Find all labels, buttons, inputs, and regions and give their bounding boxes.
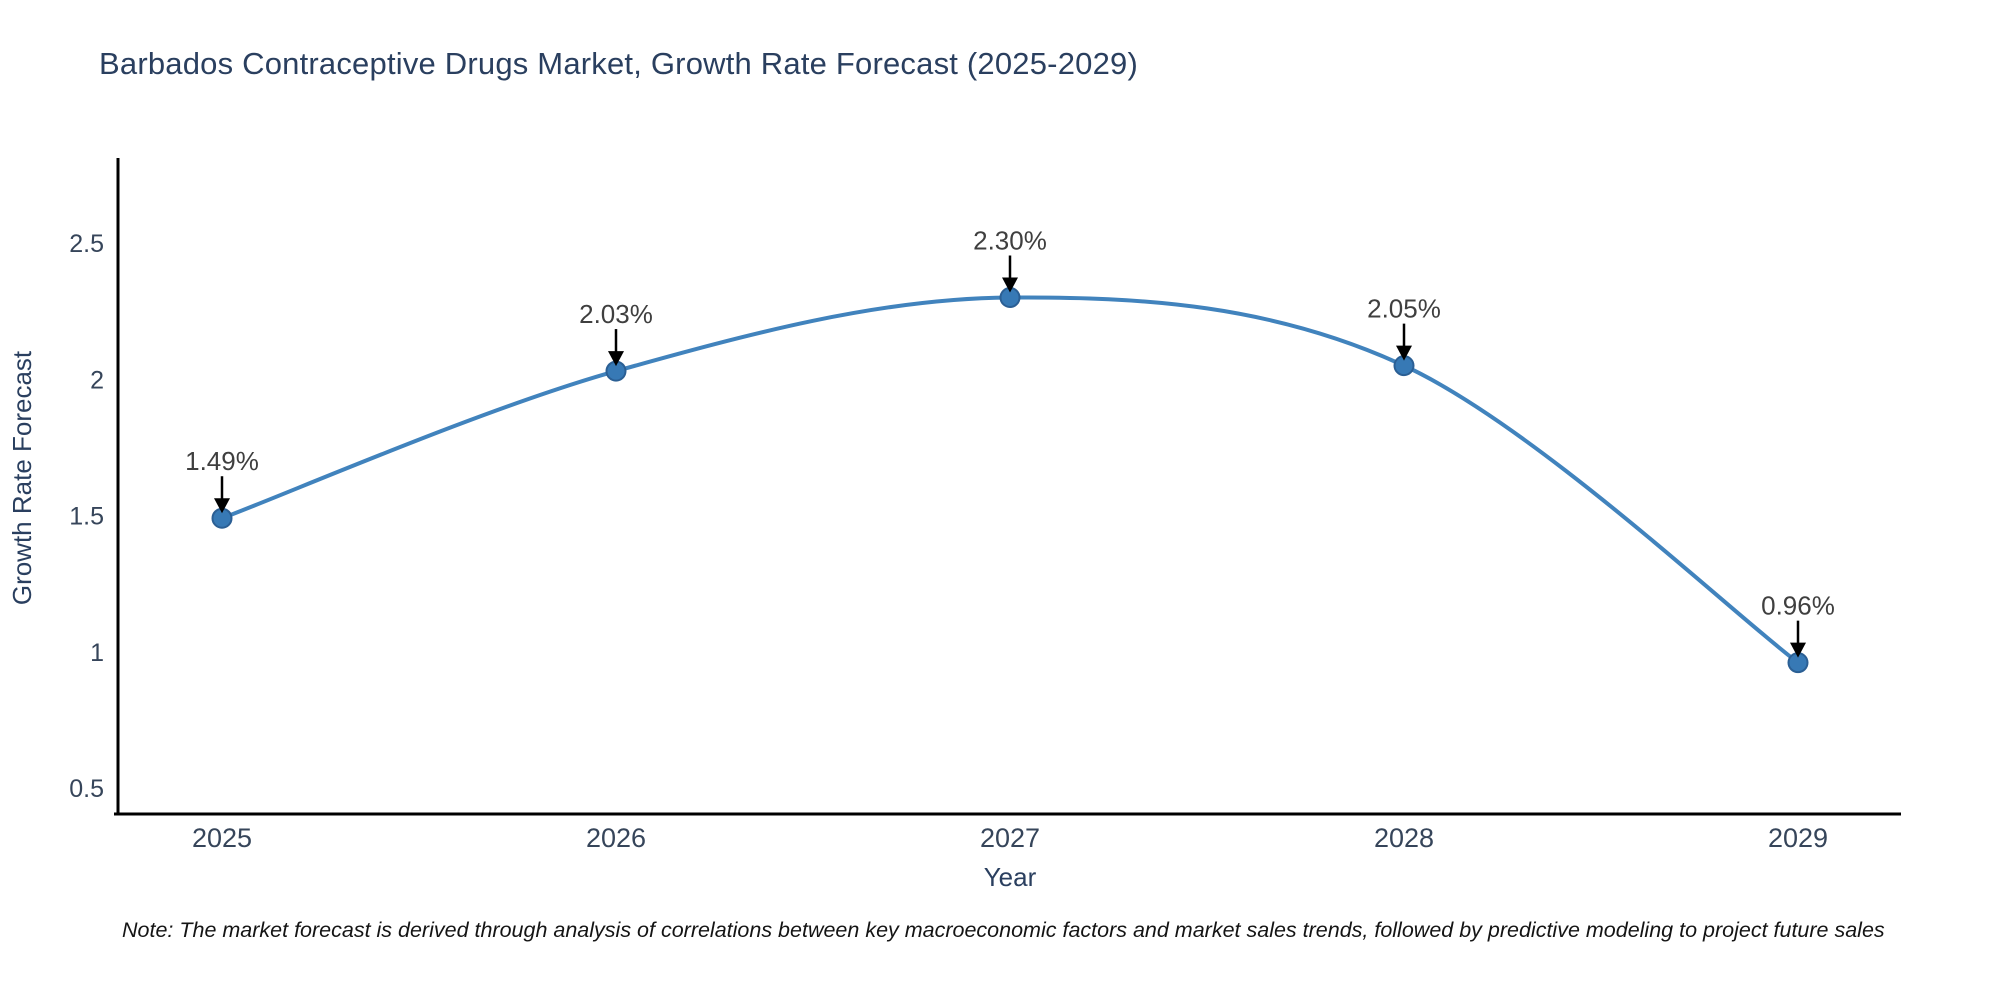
y-tick-label: 2.5: [69, 230, 104, 258]
annotation-arrowhead-icon: [1396, 345, 1412, 361]
x-tick-label: 2028: [1374, 823, 1434, 853]
x-tick-label: 2025: [192, 823, 252, 853]
chart-title: Barbados Contraceptive Drugs Market, Gro…: [99, 46, 1138, 81]
annotation-label: 1.49%: [185, 446, 259, 476]
footnote: Note: The market forecast is derived thr…: [122, 918, 1885, 942]
series-line: [220, 295, 1800, 665]
annotation-arrowhead-icon: [1790, 642, 1806, 658]
y-tick-label: 2: [90, 366, 104, 394]
x-axis-title: Year: [984, 862, 1037, 892]
annotation-arrowhead-icon: [1002, 277, 1018, 293]
x-tick-label: 2026: [586, 823, 646, 853]
annotation-label: 0.96%: [1761, 591, 1835, 621]
x-tick-label: 2027: [980, 823, 1040, 853]
annotation-label: 2.05%: [1367, 294, 1441, 324]
annotation-label: 2.03%: [579, 299, 653, 329]
y-axis-title: Growth Rate Forecast: [7, 350, 37, 605]
x-tick-label: 2029: [1768, 823, 1828, 853]
annotation-arrowhead-icon: [608, 351, 624, 367]
y-tick-label: 1.5: [69, 503, 104, 531]
annotation-label: 2.30%: [973, 226, 1047, 256]
annotation-arrowhead-icon: [214, 498, 230, 514]
y-tick-label: 1: [90, 639, 104, 667]
y-tick-label: 0.5: [69, 775, 104, 803]
